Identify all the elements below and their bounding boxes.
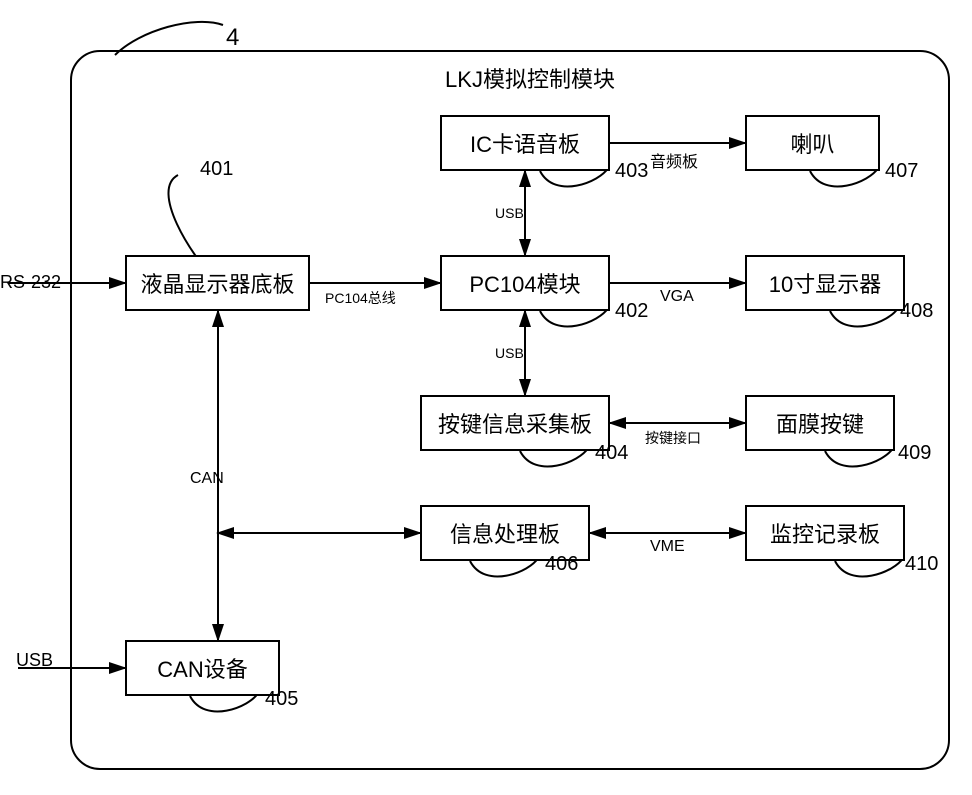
- ext-label-usb: USB: [16, 650, 53, 671]
- edge-label: 音频板: [650, 148, 698, 172]
- outer-ref-label: 4: [226, 24, 239, 52]
- callout-n405: 405: [265, 688, 298, 711]
- edge-label: USB: [495, 345, 524, 361]
- node-n410: 监控记录板: [745, 505, 905, 561]
- callout-n404: 404: [595, 442, 628, 465]
- node-n405: CAN设备: [125, 640, 280, 696]
- edge-label: PC104总线: [325, 288, 396, 308]
- callout-n410: 410: [905, 553, 938, 576]
- diagram-title: LKJ模拟控制模块: [430, 62, 630, 94]
- callout-n403: 403: [615, 160, 648, 183]
- edge-label: CAN: [190, 470, 224, 488]
- callout-n408: 408: [900, 300, 933, 323]
- edge-label: VME: [650, 538, 685, 556]
- callout-n401: 401: [200, 158, 233, 181]
- callout-n407: 407: [885, 160, 918, 183]
- node-n408: 10寸显示器: [745, 255, 905, 311]
- node-n407: 喇叭: [745, 115, 880, 171]
- edge-label: 按键接口: [645, 428, 701, 448]
- node-n404: 按键信息采集板: [420, 395, 610, 451]
- node-n402: PC104模块: [440, 255, 610, 311]
- node-n403: IC卡语音板: [440, 115, 610, 171]
- node-n401: 液晶显示器底板: [125, 255, 310, 311]
- edge-label: VGA: [660, 288, 694, 306]
- edge-label: USB: [495, 205, 524, 221]
- callout-n406: 406: [545, 553, 578, 576]
- ext-label-rs232: RS-232: [0, 272, 61, 293]
- callout-n402: 402: [615, 300, 648, 323]
- node-n409: 面膜按键: [745, 395, 895, 451]
- callout-n409: 409: [898, 442, 931, 465]
- diagram-canvas: LKJ模拟控制模块 4 液晶显示器底板 PC104模块 IC卡语音板按键信息采集板 C…: [0, 0, 972, 795]
